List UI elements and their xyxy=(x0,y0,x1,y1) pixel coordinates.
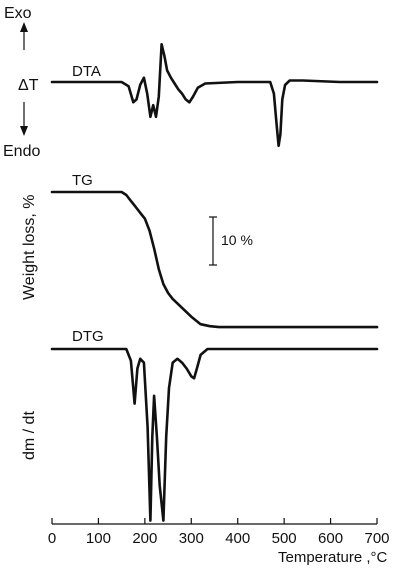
dta-curve-label: DTA xyxy=(72,63,101,80)
delta-t-label: ΔT xyxy=(18,77,39,94)
x-tick-label: 400 xyxy=(225,530,250,547)
exo-arrow-head-icon xyxy=(20,22,28,32)
tg-scale-bar: 10 % xyxy=(209,216,253,266)
x-axis-label: Temperature ,°C xyxy=(278,549,388,566)
x-tick-label: 300 xyxy=(179,530,204,547)
x-tick-label: 600 xyxy=(318,530,343,547)
x-tick-label: 0 xyxy=(48,530,56,547)
dta-annotations: Exo ΔT Endo xyxy=(3,5,40,160)
endo-label: Endo xyxy=(3,143,40,160)
scale-bar-label: 10 % xyxy=(221,232,253,248)
dtg-y-axis-label: dm / dt xyxy=(21,411,38,460)
dtg-curve-label: DTG xyxy=(72,328,104,345)
tg-y-axis-label: Weight loss, % xyxy=(21,194,38,300)
tg-curve-label: TG xyxy=(72,172,93,189)
x-tick-label: 200 xyxy=(132,530,157,547)
x-tick-label: 100 xyxy=(86,530,111,547)
exo-label: Exo xyxy=(4,5,32,22)
dtg-curve xyxy=(50,347,379,522)
endo-arrow-head-icon xyxy=(20,126,28,136)
tg-curve xyxy=(50,190,379,329)
x-tick-label: 700 xyxy=(364,530,389,547)
x-axis-ticks: 0 100 200 300 400 500 600 700 xyxy=(48,518,390,547)
dta-curve xyxy=(50,43,379,148)
x-tick-label: 500 xyxy=(272,530,297,547)
